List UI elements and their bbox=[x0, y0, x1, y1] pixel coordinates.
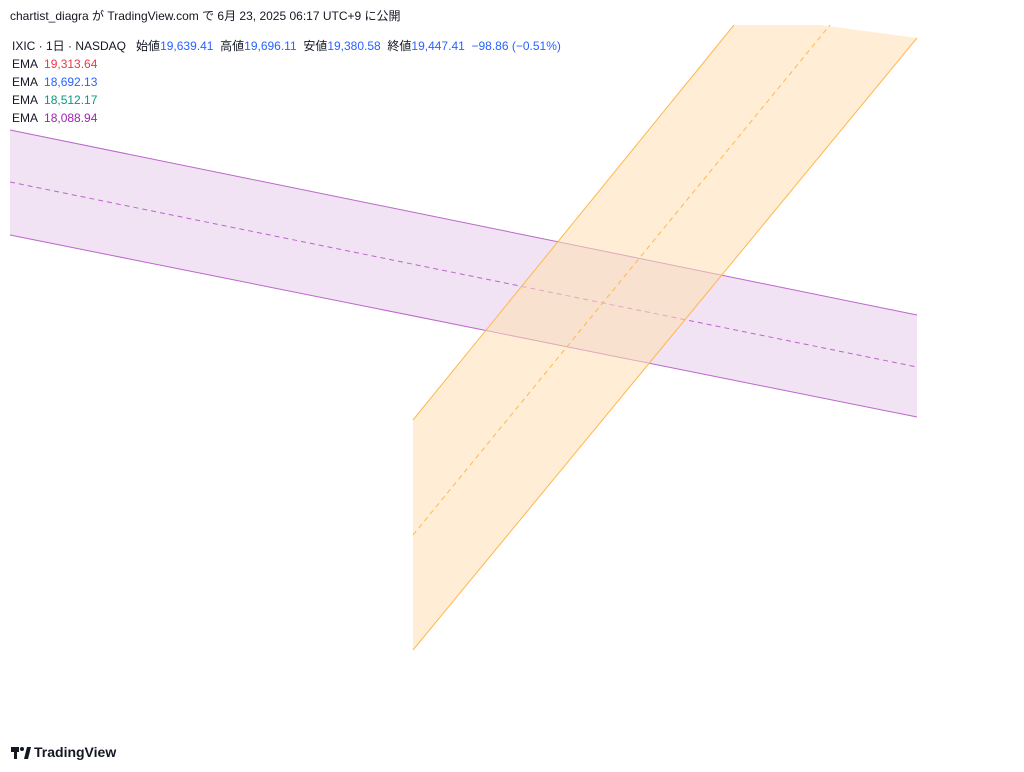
change: −98.86 (−0.51%) bbox=[471, 39, 561, 53]
ema-name: EMA bbox=[12, 75, 38, 89]
logo-dot bbox=[20, 747, 24, 751]
ohlc-value: 19,447.41 bbox=[411, 39, 465, 53]
trend-mid bbox=[412, 24, 831, 536]
channel-upper bbox=[9, 129, 918, 316]
logo-stem bbox=[14, 747, 17, 759]
ema-legend-row: EMA 19,313.64 bbox=[12, 55, 561, 73]
ohlc-value: 19,380.58 bbox=[327, 39, 381, 53]
ema-legend-row: EMA 18,088.94 bbox=[12, 109, 561, 127]
ema-legend-row: EMA 18,512.17 bbox=[12, 91, 561, 109]
ohlc-label: 始値 bbox=[136, 39, 161, 53]
trend-channel-fill bbox=[413, 25, 917, 650]
ema-value: 18,512.17 bbox=[44, 93, 98, 107]
trend-lower bbox=[412, 37, 918, 651]
regression-channel-fill bbox=[10, 130, 917, 417]
symbol: IXIC · 1日 · NASDAQ bbox=[12, 39, 127, 53]
ohlc-label: 終値 bbox=[387, 39, 412, 53]
ema-name: EMA bbox=[12, 93, 38, 107]
logo-slash bbox=[24, 747, 31, 759]
publish-header: chartist_diagra が TradingView.com で 6月 2… bbox=[10, 9, 401, 23]
channel-lower bbox=[9, 234, 918, 418]
ema-name: EMA bbox=[12, 57, 38, 71]
ema-value: 19,313.64 bbox=[44, 57, 98, 71]
brand: TradingView bbox=[34, 744, 117, 760]
logo bbox=[11, 747, 31, 759]
ema-value: 18,692.13 bbox=[44, 75, 98, 89]
ohlc-value: 19,639.41 bbox=[160, 39, 214, 53]
channel-mid bbox=[9, 181, 918, 368]
legend: IXIC · 1日 · NASDAQ 始値19,639.41 高値19,696.… bbox=[12, 37, 561, 127]
ema-value: 18,088.94 bbox=[44, 111, 98, 125]
ohlc-label: 安値 bbox=[303, 39, 328, 53]
ema-name: EMA bbox=[12, 111, 38, 125]
trend-upper bbox=[412, 24, 735, 421]
ohlc-label: 高値 bbox=[220, 39, 245, 53]
ohlc-row: IXIC · 1日 · NASDAQ 始値19,639.41 高値19,696.… bbox=[12, 37, 561, 55]
drawings bbox=[9, 24, 918, 651]
ohlc-value: 19,696.11 bbox=[244, 39, 297, 53]
ema-legend-row: EMA 18,692.13 bbox=[12, 73, 561, 91]
